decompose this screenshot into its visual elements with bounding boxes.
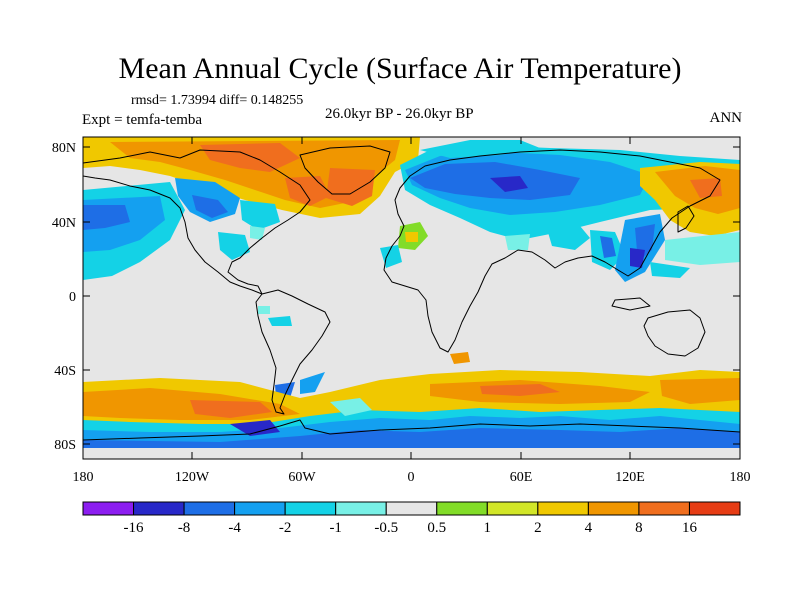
colorbar-swatch (537, 501, 589, 516)
lon-label-0: 0 (408, 470, 415, 485)
colorbar-label: 1 (484, 520, 492, 536)
lon-label-120e: 120E (615, 470, 645, 485)
colorbar-label: -2 (279, 520, 292, 536)
colorbar-swatch (385, 501, 438, 516)
lat-label-40n: 40N (52, 216, 76, 231)
statistics-text: rmsd= 1.73994 diff= 0.148255 (131, 93, 304, 108)
colorbar-label: 4 (585, 520, 593, 536)
lon-label-120w: 120W (175, 470, 210, 485)
lon-label-60w: 60W (288, 470, 316, 485)
colorbar-label: -4 (228, 520, 241, 536)
lat-label-40s: 40S (54, 364, 76, 379)
plot-title: Mean Annual Cycle (Surface Air Temperatu… (118, 52, 682, 85)
lat-label-80s: 80S (54, 438, 76, 453)
colorbar-swatch (486, 501, 539, 516)
colorbar-label: -0.5 (374, 520, 398, 536)
lon-label-180e: 180 (730, 470, 751, 485)
colorbar-swatch (638, 501, 690, 516)
colorbar-label: 16 (682, 520, 698, 536)
temperature-field (83, 137, 740, 459)
colorbar-label: 0.5 (427, 520, 446, 536)
colorbar-swatch (183, 501, 236, 516)
map-ticks (82, 137, 741, 459)
colorbar-swatch (133, 501, 185, 516)
colorbar-label: -16 (124, 520, 144, 536)
colorbar-label: 2 (534, 520, 542, 536)
colorbar-swatch (234, 501, 286, 516)
colorbar-swatch (335, 501, 387, 516)
period-label: 26.0kyr BP - 26.0kyr BP (325, 106, 474, 122)
experiment-label: Expt = temfa-temba (82, 112, 203, 128)
colorbar-label: -1 (329, 520, 342, 536)
lat-label-80n: 80N (52, 141, 76, 156)
colorbar-label: -8 (178, 520, 191, 536)
colorbar-swatch (284, 501, 337, 516)
coastlines (83, 145, 740, 441)
colorbar-swatch (436, 501, 488, 516)
lon-label-180w: 180 (73, 470, 94, 485)
colorbar (82, 501, 741, 516)
colorbar-label: 8 (635, 520, 643, 536)
colorbar-swatch (688, 501, 741, 516)
lat-label-0: 0 (69, 290, 76, 305)
colorbar-labels: -16 -8 -4 -2 -1 -0.5 0.5 1 2 4 8 16 (124, 520, 698, 536)
colorbar-swatch (587, 501, 640, 516)
colorbar-swatch (82, 501, 135, 516)
lon-label-60e: 60E (510, 470, 533, 485)
season-label: ANN (709, 110, 743, 126)
